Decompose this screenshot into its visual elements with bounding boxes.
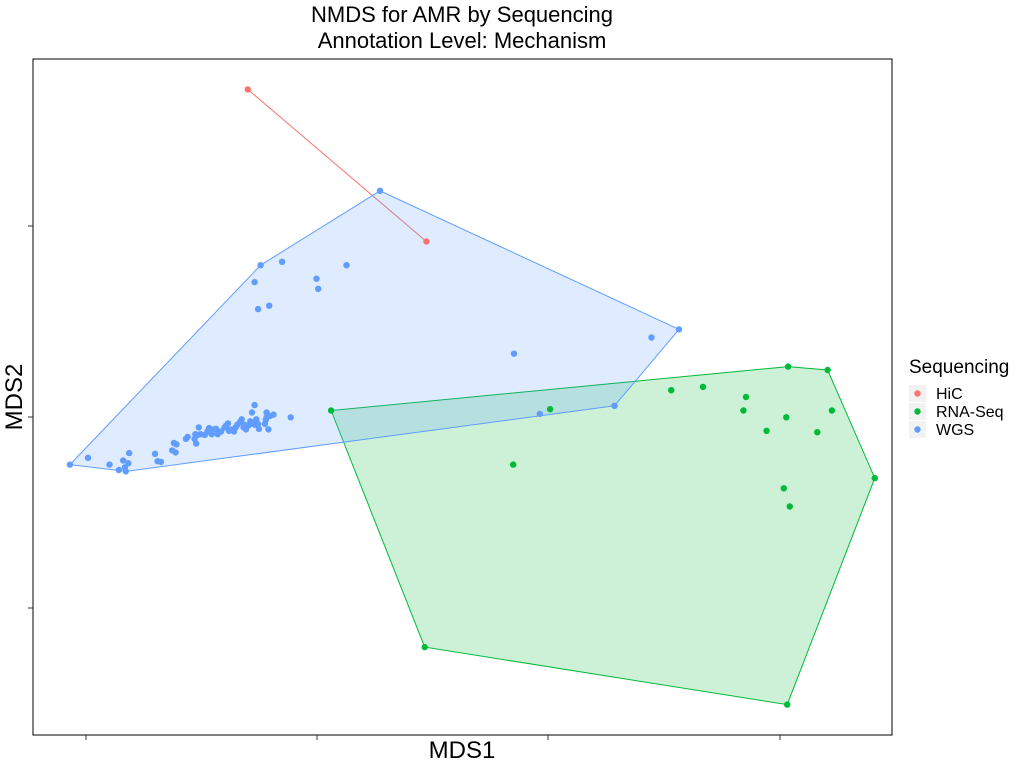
x-axis-title: MDS1 [429, 737, 496, 764]
point-rna-seq [546, 406, 554, 413]
point-wgs [84, 454, 92, 461]
point-wgs [313, 275, 320, 282]
x-axis-ticks [85, 735, 781, 740]
point-wgs [115, 466, 123, 474]
point-wgs [192, 431, 199, 438]
point-wgs [376, 187, 384, 194]
point-wgs [510, 350, 518, 357]
point-wgs [343, 262, 350, 269]
point-hic [423, 238, 430, 245]
point-wgs [287, 414, 294, 421]
point-rna-seq [828, 407, 836, 414]
point-wgs [278, 258, 286, 265]
point-wgs [611, 402, 618, 409]
point-wgs [248, 409, 256, 416]
point-hic [244, 86, 251, 93]
point-wgs [120, 457, 127, 464]
point-rna-seq [784, 701, 791, 708]
y-axis-ticks [28, 225, 33, 609]
point-rna-seq [327, 407, 335, 414]
point-wgs [263, 414, 270, 421]
chart-title: NMDS for AMR by Sequencing [311, 2, 613, 27]
legend-key-hic [914, 390, 921, 397]
legend-key-wgs [914, 426, 921, 433]
point-rna-seq [824, 366, 831, 374]
point-wgs [224, 420, 232, 427]
point-wgs [212, 425, 220, 432]
point-rna-seq [740, 407, 747, 414]
point-wgs [253, 416, 260, 423]
point-wgs [126, 449, 133, 457]
point-wgs [208, 431, 215, 438]
point-wgs [122, 468, 129, 475]
point-rna-seq [786, 503, 793, 510]
point-rna-seq [814, 429, 821, 436]
point-rna-seq [780, 485, 787, 492]
point-wgs [182, 435, 190, 443]
point-wgs [151, 450, 159, 457]
chart-subtitle: Annotation Level: Mechanism [318, 28, 607, 53]
point-wgs [157, 458, 165, 466]
point-rna-seq [510, 461, 517, 468]
point-wgs [536, 410, 543, 418]
point-wgs [255, 425, 263, 432]
point-wgs [251, 278, 258, 286]
y-axis-title: MDS2 [1, 364, 28, 431]
point-rna-seq [699, 383, 707, 391]
point-rna-seq [421, 643, 428, 651]
point-wgs [66, 461, 74, 468]
point-wgs [675, 326, 683, 333]
point-wgs [238, 416, 245, 423]
point-wgs [106, 461, 113, 468]
point-wgs [251, 401, 258, 409]
hull-layer [68, 89, 876, 706]
legend-label-rna-seq: RNA-Seq [936, 404, 1004, 421]
point-rna-seq [668, 387, 675, 394]
point-wgs [173, 441, 180, 448]
point-wgs [172, 449, 179, 456]
point-wgs [195, 424, 202, 431]
point-wgs [254, 305, 262, 313]
legend-title: Sequencing [909, 357, 1009, 378]
point-wgs [257, 262, 264, 269]
point-layer [66, 86, 878, 708]
point-wgs [270, 411, 277, 418]
point-wgs [266, 302, 273, 309]
legend-label-wgs: WGS [936, 422, 974, 439]
legend-label-hic: HiC [936, 386, 963, 403]
point-rna-seq [742, 393, 750, 401]
point-rna-seq [763, 427, 770, 434]
legend-key-rna-seq [914, 408, 921, 415]
point-rna-seq [871, 474, 878, 482]
point-wgs [125, 460, 132, 467]
point-rna-seq [784, 363, 792, 370]
point-wgs [193, 440, 200, 447]
point-rna-seq [783, 414, 790, 421]
point-wgs [648, 334, 655, 341]
point-wgs [265, 426, 272, 433]
point-wgs [315, 285, 322, 292]
